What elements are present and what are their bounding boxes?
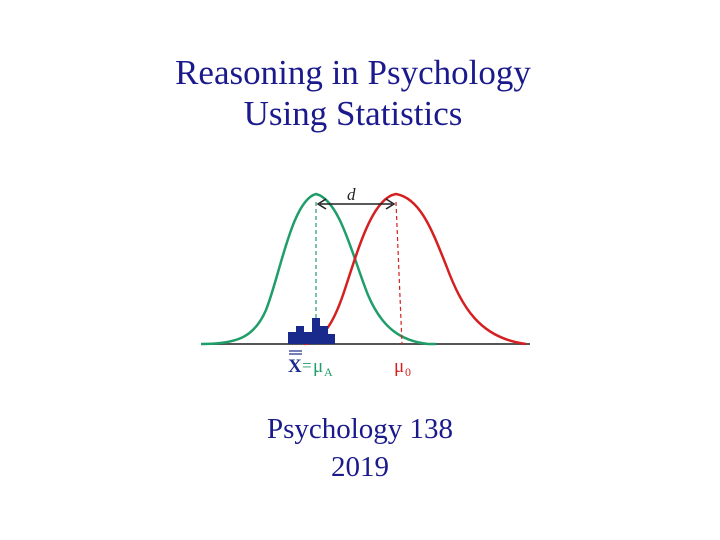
title-line-1: Reasoning in Psychology — [175, 53, 531, 92]
distance-arrow-right-head — [385, 198, 396, 210]
mu-a-subscript: A — [324, 365, 333, 379]
distance-label: d — [347, 185, 356, 204]
distribution-diagram: d X = μ A μ 0 — [200, 185, 530, 379]
distribution-figure: d X = μ A μ 0 — [196, 160, 536, 382]
null-mean-line — [395, 201, 403, 345]
sample-histogram — [288, 318, 335, 344]
histogram-bar — [296, 326, 304, 344]
slide-subtitle: Psychology 138 2019 — [0, 410, 720, 486]
sample-mean-symbol: X — [288, 356, 302, 377]
null-mean-label: μ 0 — [394, 356, 411, 379]
histogram-bar — [312, 318, 320, 344]
distance-arrow-left-head — [316, 198, 327, 210]
histogram-bar — [288, 332, 296, 344]
null-distribution-curve — [303, 192, 527, 346]
mu-0-symbol: μ — [394, 356, 404, 377]
mu-0-subscript: 0 — [405, 365, 411, 379]
histogram-bar — [320, 326, 328, 344]
equals-sign: = — [302, 356, 312, 375]
mu-a-symbol: μ — [313, 356, 323, 377]
course-year: 2019 — [331, 451, 389, 483]
title-line-2: Using Statistics — [243, 94, 463, 133]
sample-mean-label: X = μ A — [288, 350, 333, 379]
alternative-distribution-curve — [200, 192, 436, 346]
histogram-bar — [304, 332, 312, 344]
course-name: Psychology 138 — [266, 413, 454, 445]
histogram-bar — [328, 334, 335, 344]
slide-title: Reasoning in Psychology Using Statistics — [0, 52, 706, 134]
